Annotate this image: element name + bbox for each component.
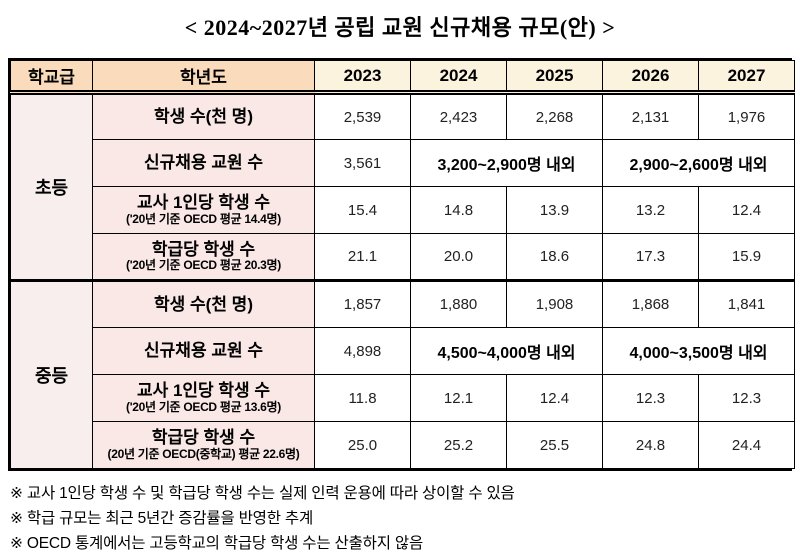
data-cell: 25.0	[314, 421, 411, 469]
page-title: < 2024~2027년 공립 교원 신규채용 규모(안) >	[184, 15, 616, 40]
header-year-2027: 2027	[698, 60, 795, 95]
data-cell: 12.3	[602, 374, 699, 422]
header-year-2024: 2024	[410, 60, 507, 95]
row-label-main: 교사 1인당 학생 수	[136, 193, 271, 213]
data-cell: 1,880	[410, 279, 507, 328]
data-cell: 1,976	[698, 92, 795, 140]
table-row-sec-per-teacher: 교사 1인당 학생 수 ('20년 기준 OECD 평균 13.6명) 11.8…	[11, 374, 795, 422]
table-row-elem-per-teacher: 교사 1인당 학생 수 ('20년 기준 OECD 평균 14.4명) 15.4…	[11, 186, 795, 234]
header-year-2026: 2026	[602, 60, 699, 95]
data-cell: 15.9	[698, 233, 795, 281]
footnotes: ※ 교사 1인당 학생 수 및 학급당 학생 수는 실제 인력 운용에 따라 상…	[10, 481, 790, 556]
data-cell: 12.1	[410, 374, 507, 422]
data-cell: 21.1	[314, 233, 411, 281]
data-cell: 12.3	[698, 374, 795, 422]
row-label: 학생 수(천 명)	[92, 279, 315, 328]
row-label-main: 학급당 학생 수	[151, 239, 256, 259]
table-row-elem-per-class: 학급당 학생 수 ('20년 기준 OECD 평균 20.3명) 21.1 20…	[11, 233, 795, 281]
row-label: 학급당 학생 수 (20년 기준 OECD(중학교) 평균 22.6명)	[92, 421, 315, 469]
group-label-elementary: 초등	[10, 92, 93, 281]
data-cell: 2,423	[410, 92, 507, 140]
row-label-subnote: ('20년 기준 OECD 평균 20.3명)	[126, 258, 281, 273]
data-cell: 2,539	[314, 92, 411, 140]
header-school-year: 학년도	[92, 60, 315, 95]
row-label: 교사 1인당 학생 수 ('20년 기준 OECD 평균 14.4명)	[92, 186, 315, 234]
data-cell: 2,131	[602, 92, 699, 140]
row-label: 신규채용 교원 수	[92, 139, 315, 187]
data-cell: 1,908	[506, 279, 603, 328]
row-label-subnote: ('20년 기준 OECD 평균 14.4명)	[126, 211, 281, 226]
row-label: 신규채용 교원 수	[92, 327, 315, 375]
header-year-2023: 2023	[314, 60, 411, 95]
range-cell-2026-2027: 4,000~3,500명 내외	[602, 327, 795, 375]
data-cell: 1,857	[314, 279, 411, 328]
data-cell: 4,898	[314, 327, 411, 375]
range-cell-2024-2025: 4,500~4,000명 내외	[410, 327, 603, 375]
table-row-sec-recruits: 신규채용 교원 수 4,898 4,500~4,000명 내외 4,000~3,…	[11, 327, 795, 375]
data-cell: 13.9	[506, 186, 603, 234]
data-cell: 15.4	[314, 186, 411, 234]
data-cell: 24.4	[698, 421, 795, 469]
data-cell: 25.5	[506, 421, 603, 469]
data-cell: 12.4	[506, 374, 603, 422]
row-label-main: 학급당 학생 수	[151, 428, 256, 448]
footnote-2: ※ 학급 규모는 최근 5년간 증감률을 반영한 추계	[10, 510, 314, 527]
table-row-sec-students: 중등 학생 수(천 명) 1,857 1,880 1,908 1,868 1,8…	[10, 279, 795, 469]
data-cell: 3,561	[314, 139, 411, 187]
recruitment-table: 학교급 학년도 2023 2024 2025 2026 2027 초등 학생 수…	[10, 60, 795, 469]
row-label: 학생 수(천 명)	[92, 92, 315, 140]
table-row-elem-students: 초등 학생 수(천 명) 2,539 2,423 2,268 2,131 1,9…	[10, 92, 795, 281]
data-cell: 12.4	[698, 186, 795, 234]
data-cell: 2,268	[506, 92, 603, 140]
data-cell: 17.3	[602, 233, 699, 281]
data-cell: 1,868	[602, 279, 699, 328]
footnote-1: ※ 교사 1인당 학생 수 및 학급당 학생 수는 실제 인력 운용에 따라 상…	[10, 485, 515, 502]
header-row: 학교급 학년도 2023 2024 2025 2026 2027	[10, 60, 795, 95]
row-label: 교사 1인당 학생 수 ('20년 기준 OECD 평균 13.6명)	[92, 374, 315, 422]
range-cell-2024-2025: 3,200~2,900명 내외	[410, 139, 603, 187]
header-year-2025: 2025	[506, 60, 603, 95]
table-row-sec-per-class: 학급당 학생 수 (20년 기준 OECD(중학교) 평균 22.6명) 25.…	[11, 421, 795, 469]
data-cell: 24.8	[602, 421, 699, 469]
range-cell-2026-2027: 2,900~2,600명 내외	[602, 139, 795, 187]
data-cell: 11.8	[314, 374, 411, 422]
row-label: 학급당 학생 수 ('20년 기준 OECD 평균 20.3명)	[92, 233, 315, 281]
row-label-main: 교사 1인당 학생 수	[136, 381, 271, 401]
data-cell: 20.0	[410, 233, 507, 281]
data-cell: 25.2	[410, 421, 507, 469]
table-row-elem-recruits: 신규채용 교원 수 3,561 3,200~2,900명 내외 2,900~2,…	[11, 139, 795, 187]
data-cell: 18.6	[506, 233, 603, 281]
row-label-subnote: (20년 기준 OECD(중학교) 평균 22.6명)	[107, 446, 300, 461]
data-cell: 13.2	[602, 186, 699, 234]
row-label-subnote: ('20년 기준 OECD 평균 13.6명)	[126, 399, 281, 414]
data-cell: 1,841	[698, 279, 795, 328]
group-label-secondary: 중등	[10, 279, 93, 469]
recruitment-table-wrapper: 학교급 학년도 2023 2024 2025 2026 2027 초등 학생 수…	[8, 58, 795, 471]
footnote-3: ※ OECD 통계에서는 고등학교의 학급당 학생 수는 산출하지 않음	[10, 535, 424, 552]
data-cell: 14.8	[410, 186, 507, 234]
header-school-level: 학교급	[10, 60, 93, 95]
